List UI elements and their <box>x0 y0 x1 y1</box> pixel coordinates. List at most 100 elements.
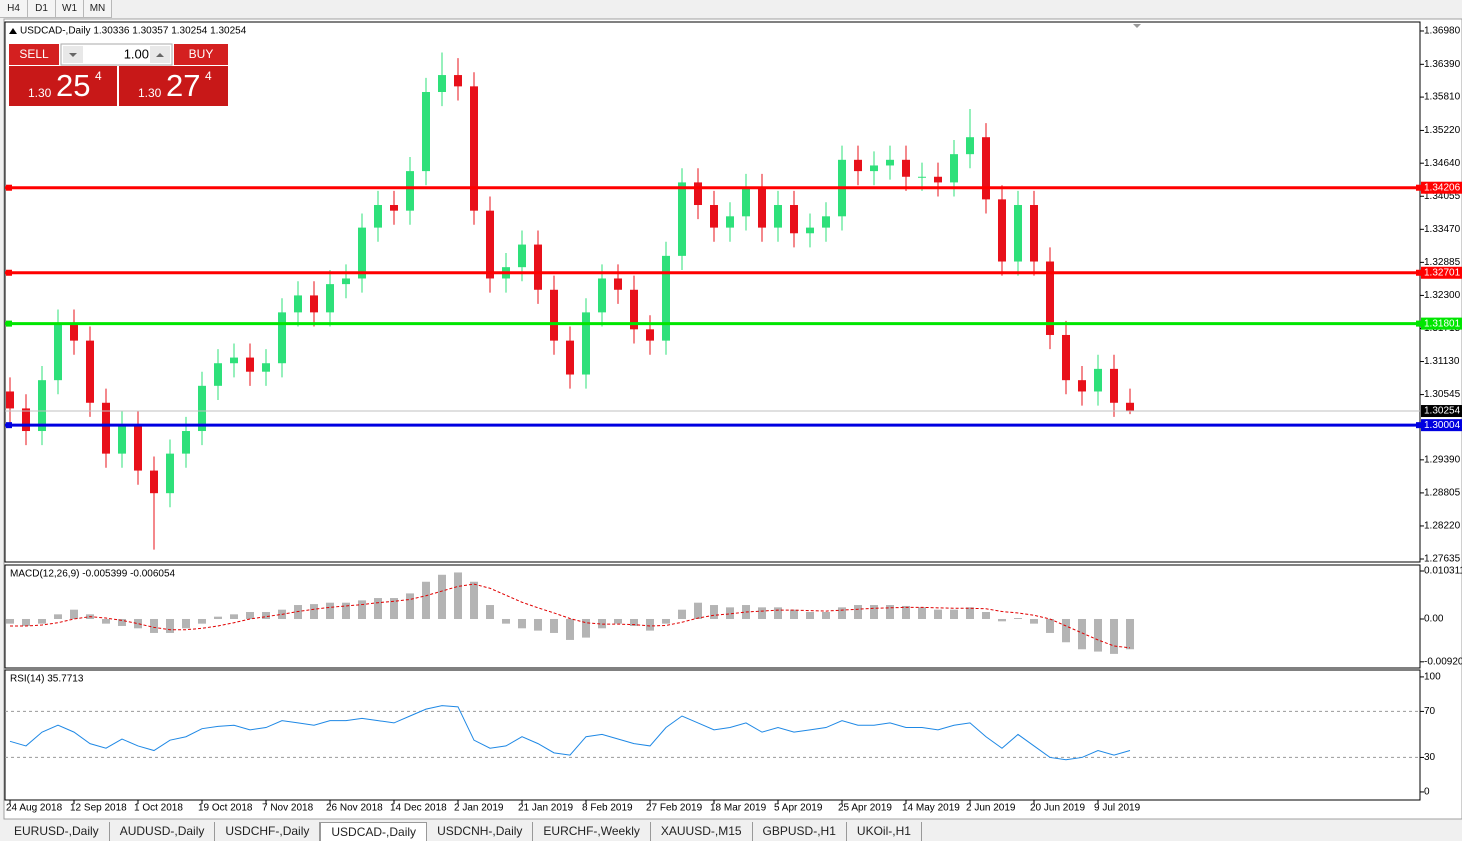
macd-bar <box>102 618 110 624</box>
candle-body <box>774 205 782 228</box>
macd-bar <box>550 618 558 633</box>
macd-bar <box>454 572 462 619</box>
candle-body <box>1062 334 1070 381</box>
chart-window: USDCAD-,Daily 1.30336 1.30357 1.30254 1.… <box>3 18 1462 820</box>
macd-bar <box>198 618 206 624</box>
candle-body <box>278 312 286 364</box>
chart-tab[interactable]: AUDUSD-,Daily <box>110 822 216 841</box>
x-tick-label: 2 Jan 2019 <box>454 803 504 814</box>
bid-prefix: 1.30 <box>28 86 52 100</box>
candle-body <box>1030 205 1038 262</box>
candle-body <box>310 295 318 313</box>
chart-tab[interactable]: GBPUSD-,H1 <box>753 822 847 841</box>
candle-body <box>1014 205 1022 262</box>
macd-bar <box>406 593 414 619</box>
level-handle <box>1416 269 1422 276</box>
macd-bar <box>614 618 622 624</box>
y-tick-label: 1.34055 <box>1424 191 1461 202</box>
macd-bar <box>774 607 782 619</box>
candle-body <box>342 278 350 285</box>
lot-field[interactable] <box>60 43 173 66</box>
chart-tab[interactable]: UKOil-,H1 <box>847 822 922 841</box>
candle-body <box>918 176 926 178</box>
macd-bar <box>758 607 766 619</box>
candle-body <box>646 329 654 341</box>
x-tick-label: 18 Mar 2019 <box>710 803 767 814</box>
y-tick-label: 1.32885 <box>1424 257 1461 268</box>
rsi-title: RSI(14) 35.7713 <box>10 674 84 685</box>
sell-label: SELL <box>19 47 49 61</box>
candle-body <box>358 227 366 279</box>
macd-bar <box>6 618 14 624</box>
bid-big: 25 <box>56 68 90 103</box>
level-label: 1.31801 <box>1424 318 1461 329</box>
candle-body <box>1126 402 1134 412</box>
macd-bar <box>118 618 126 626</box>
candle-body <box>790 205 798 234</box>
chart-tab[interactable]: XAUUSD-,M15 <box>651 822 753 841</box>
candle-body <box>486 210 494 279</box>
buy-button[interactable] <box>174 44 228 65</box>
macd-bar <box>182 618 190 629</box>
lot-up-icon <box>156 53 164 57</box>
bid-box[interactable] <box>9 66 117 106</box>
chart-tab[interactable]: EURUSD-,Daily <box>4 822 110 841</box>
x-tick-label: 27 Feb 2019 <box>646 803 703 814</box>
current-price-tag <box>1421 405 1462 418</box>
macd-bar <box>678 609 686 619</box>
macd-bar <box>806 612 814 619</box>
chart-tab[interactable]: USDCNH-,Daily <box>427 822 534 841</box>
timeframe-button[interactable]: W1 <box>56 0 84 18</box>
candle-body <box>550 289 558 341</box>
candle-body <box>150 470 158 494</box>
macd-bar <box>662 618 670 624</box>
ask-box[interactable] <box>119 66 228 106</box>
macd-bar <box>694 602 702 619</box>
macd-bar <box>1094 618 1102 652</box>
macd-bar <box>342 602 350 619</box>
candle-body <box>246 357 254 372</box>
macd-bar <box>518 618 526 629</box>
timeframe-button[interactable]: H4 <box>0 0 28 18</box>
macd-bar <box>838 607 846 619</box>
level-label: 1.34206 <box>1424 182 1461 193</box>
candle-body <box>518 244 526 268</box>
macd-bar <box>582 618 590 638</box>
collapse-icon[interactable] <box>9 28 17 34</box>
chart-tab[interactable]: EURCHF-,Weekly <box>533 822 651 841</box>
x-tick-label: 20 Jun 2019 <box>1030 803 1085 814</box>
trade-panel: SELL 1.00 BUY 1.30 25 4 1.30 27 4 <box>9 43 228 106</box>
level-handle <box>6 422 12 429</box>
candle-body <box>678 182 686 256</box>
candle-body <box>966 137 974 155</box>
chart-tab[interactable]: USDCAD-,Daily <box>320 822 428 841</box>
level-handle <box>6 269 12 276</box>
bid-sup: 4 <box>95 69 102 83</box>
sell-button[interactable] <box>9 44 59 65</box>
macd-bar <box>150 618 158 633</box>
lot-down-icon <box>69 53 77 57</box>
candle-body <box>630 289 638 330</box>
timeframe-button[interactable]: D1 <box>28 0 56 18</box>
candle-body <box>566 340 574 375</box>
chart-tabs: EURUSD-,Daily AUDUSD-,Daily USDCHF-,Daily U… <box>4 822 922 841</box>
macd-title: MACD(12,26,9) -0.005399 -0.006054 <box>10 569 176 580</box>
candle-body <box>934 176 942 183</box>
y-tick-label: 0.010311 <box>1424 566 1462 577</box>
level-handle <box>6 320 12 327</box>
macd-bar <box>1126 618 1134 650</box>
timeframe-button[interactable]: MN <box>84 0 112 18</box>
macd-bar <box>358 600 366 619</box>
candle-body <box>22 408 30 432</box>
candle-body <box>86 340 94 403</box>
candle-body <box>598 278 606 313</box>
macd-bar <box>374 598 382 619</box>
y-tick-label: 1.30545 <box>1424 389 1461 400</box>
x-tick-label: 14 Dec 2018 <box>390 803 447 814</box>
candle-body <box>694 182 702 206</box>
chart-tab[interactable]: USDCHF-,Daily <box>215 822 321 841</box>
macd-bar <box>70 609 78 619</box>
candle-body <box>710 205 718 228</box>
macd-bar <box>598 618 606 629</box>
